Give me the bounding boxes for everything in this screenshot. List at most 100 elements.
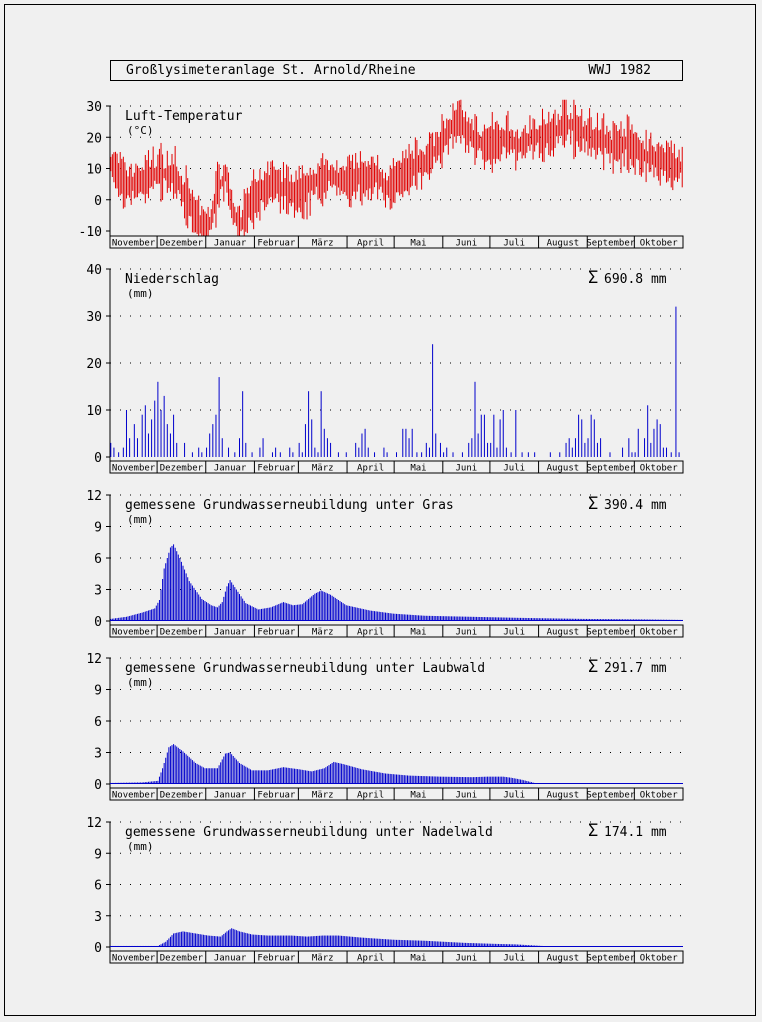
- bar-series: [110, 99, 683, 241]
- month-label: August: [547, 954, 580, 964]
- bar-series: [110, 544, 683, 621]
- y-tick-label: 0: [94, 194, 102, 209]
- station-title: Großlysimeteranlage St. Arnold/Rheine: [126, 63, 416, 78]
- month-label: Juni: [456, 954, 478, 964]
- month-label: Mai: [410, 239, 426, 249]
- month-label: August: [547, 628, 580, 638]
- month-label: August: [547, 464, 580, 474]
- sum-value: 390.4 mm: [604, 498, 667, 513]
- chart-panel-2: 0 3 6 9 12 November Dezember Januar Februar März A…: [86, 489, 684, 638]
- y-tick-label: 20: [86, 357, 102, 372]
- sum-sign: Σ: [588, 494, 598, 514]
- month-label: Mai: [410, 464, 426, 474]
- chart-header: Großlysimeteranlage St. Arnold/Rheine WW…: [110, 60, 683, 81]
- month-label: Dezember: [160, 464, 204, 474]
- chart-unit: (mm): [127, 676, 154, 689]
- chart-panel-0: -10 0 10 20 30 November Dezember Januar Februar M…: [79, 99, 684, 249]
- month-label: Januar: [214, 791, 247, 801]
- chart-title: Luft-Temperatur: [125, 109, 243, 124]
- month-label: Dezember: [160, 791, 204, 801]
- chart-panel-4: 0 3 6 9 12 November Dezember Januar Februar März A…: [86, 816, 684, 964]
- month-band: [109, 950, 684, 964]
- month-label: März: [312, 464, 334, 474]
- month-label: Oktober: [640, 464, 679, 474]
- sum-value: 690.8 mm: [604, 272, 667, 287]
- y-tick-label: 0: [94, 941, 102, 956]
- month-label: April: [357, 628, 384, 638]
- month-band: [109, 624, 684, 638]
- bar-series: [110, 744, 683, 784]
- month-label: Dezember: [160, 954, 204, 964]
- month-label: Juli: [503, 239, 525, 249]
- month-label: Juli: [503, 464, 525, 474]
- month-label: Januar: [214, 628, 247, 638]
- chart-unit: (mm): [127, 513, 154, 526]
- month-label: Juli: [503, 954, 525, 964]
- sum-value: 174.1 mm: [604, 825, 667, 840]
- month-label: Juni: [456, 791, 478, 801]
- month-label: Februar: [257, 628, 296, 638]
- y-tick-label: 3: [94, 910, 102, 925]
- month-band: [109, 235, 684, 249]
- month-label: Januar: [214, 464, 247, 474]
- y-tick-label: 6: [94, 879, 102, 894]
- chart-title: Niederschlag: [125, 272, 219, 287]
- month-label: Dezember: [160, 239, 204, 249]
- month-label: März: [312, 239, 334, 249]
- month-label: Januar: [214, 954, 247, 964]
- y-tick-label: 12: [86, 652, 102, 667]
- month-label: Mai: [410, 628, 426, 638]
- month-label: November: [112, 464, 156, 474]
- month-label: September: [586, 628, 635, 638]
- month-label: Oktober: [640, 791, 679, 801]
- month-label: September: [586, 954, 635, 964]
- month-label: Juni: [456, 628, 478, 638]
- month-label: Juni: [456, 239, 478, 249]
- month-label: April: [357, 239, 384, 249]
- sum-sign: Σ: [588, 821, 598, 841]
- y-tick-label: 9: [94, 684, 102, 699]
- y-tick-label: 40: [86, 263, 102, 278]
- month-label: April: [357, 954, 384, 964]
- month-label: März: [312, 791, 334, 801]
- chart-unit: (mm): [127, 840, 154, 853]
- month-label: April: [357, 791, 384, 801]
- sum-sign: Σ: [588, 657, 598, 677]
- month-label: Januar: [214, 239, 247, 249]
- sum-sign: Σ: [588, 268, 598, 288]
- y-tick-label: 20: [86, 131, 102, 146]
- bar-series: [110, 306, 680, 457]
- sum-value: 291.7 mm: [604, 661, 667, 676]
- month-label: Juni: [456, 464, 478, 474]
- y-tick-label: 0: [94, 615, 102, 630]
- month-label: September: [586, 239, 635, 249]
- month-band: [109, 787, 684, 801]
- y-tick-label: 12: [86, 489, 102, 504]
- month-label: November: [112, 628, 156, 638]
- month-label: April: [357, 464, 384, 474]
- y-tick-label: 30: [86, 310, 102, 325]
- chart-panel-3: 0 3 6 9 12 November Dezember Januar Februar März A…: [86, 652, 684, 801]
- month-label: Oktober: [640, 628, 679, 638]
- y-tick-label: 0: [94, 451, 102, 466]
- y-tick-label: 0: [94, 778, 102, 793]
- y-tick-label: 9: [94, 847, 102, 862]
- chart-unit: (mm): [127, 287, 154, 300]
- month-label: August: [547, 239, 580, 249]
- month-label: Mai: [410, 954, 426, 964]
- month-label: November: [112, 239, 156, 249]
- month-label: September: [586, 791, 635, 801]
- month-label: Mai: [410, 791, 426, 801]
- month-band: [109, 460, 684, 474]
- chart-title: gemessene Grundwasserneubildung unter Gr…: [125, 498, 454, 513]
- y-tick-label: 12: [86, 816, 102, 831]
- month-label: August: [547, 791, 580, 801]
- month-label: Februar: [257, 464, 296, 474]
- month-label: September: [586, 464, 635, 474]
- chart-panel-1: 0 10 20 30 40 November Dezember Januar Februar Mä…: [86, 263, 684, 474]
- month-label: Juli: [503, 628, 525, 638]
- y-tick-label: 30: [86, 100, 102, 115]
- y-tick-label: 6: [94, 552, 102, 567]
- water-year: WWJ 1982: [588, 63, 651, 78]
